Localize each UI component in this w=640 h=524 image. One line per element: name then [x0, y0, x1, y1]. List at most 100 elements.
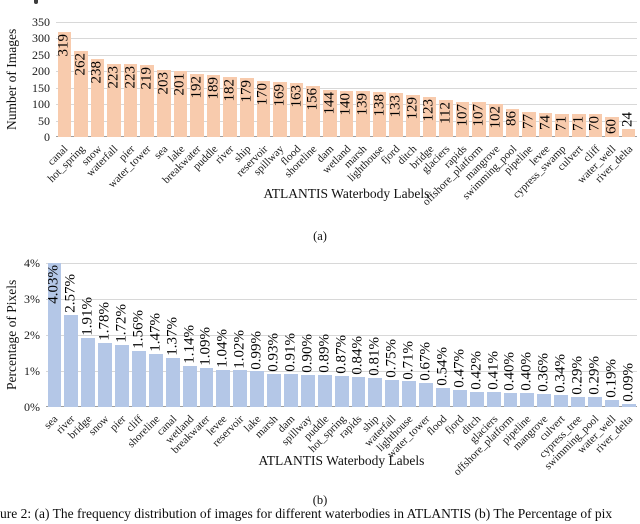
- bar-value-label: 0.91%: [282, 333, 299, 373]
- bar-marsh: 0.93%: [266, 333, 282, 407]
- bar-value-label: 0.19%: [603, 359, 620, 399]
- bar-reservoir: 1.02%: [232, 330, 248, 407]
- bar-spillway: 0.90%: [299, 334, 315, 407]
- bar-wetland: 140: [338, 91, 354, 137]
- figure-caption: ure 2: (a) The frequency distribution of…: [0, 506, 613, 521]
- bar-value-label: 0.47%: [451, 349, 468, 389]
- panel-b-chart: Percentage of Pixels ATLANTIS Waterbody …: [0, 250, 640, 507]
- gridline: [56, 54, 637, 56]
- bar-value-label: 219: [138, 67, 155, 90]
- y-tick-label: 100: [32, 97, 50, 112]
- bar-value-label: 1.91%: [79, 297, 96, 337]
- bar-flood: 0.54%: [434, 347, 450, 407]
- bar-pier: 223: [122, 63, 138, 137]
- bar-mangrove: 0.36%: [536, 353, 552, 407]
- bar-ship: 179: [238, 78, 254, 137]
- bar-value-label: 102: [487, 105, 504, 129]
- bar-pier: 1.72%: [114, 304, 130, 407]
- bar-value-label: 71: [553, 115, 570, 131]
- bar-shoreline: 156: [304, 85, 321, 137]
- bar-value-label: 138: [371, 93, 388, 117]
- bar-dam: 144: [321, 89, 337, 137]
- bar-waterfall: 223: [106, 63, 122, 137]
- bar-puddle: 0.89%: [316, 334, 332, 407]
- bar-value-label: 1.72%: [113, 304, 130, 344]
- y-tick-label: 1%: [24, 364, 40, 378]
- bar-water_tower: 219: [138, 65, 155, 137]
- panel-b-label: (b): [312, 493, 328, 507]
- bar-value-label: 0.93%: [265, 332, 282, 372]
- bar-value-label: 262: [72, 52, 89, 76]
- bar-reservoir: 170: [254, 81, 271, 137]
- bar-value-label: 0.99%: [248, 330, 265, 370]
- bar-rapids: 0.84%: [350, 336, 366, 407]
- gridline: [46, 335, 637, 336]
- bar-value-label: 24: [619, 112, 636, 128]
- bar-dam: 0.91%: [282, 333, 298, 407]
- bar-water_well: 0.19%: [603, 359, 619, 407]
- x-category-labels: sea river bridge snow pier cliff shoreline cana…: [42, 409, 637, 484]
- bar-shoreline: 1.47%: [147, 313, 163, 407]
- bar-value-label: 0.29%: [586, 355, 603, 395]
- bars-group: 4.03% 2.57% 1.91% 1.78% 1.72% 1.56% 1.47% 1.37%…: [46, 263, 637, 407]
- bar-bridge: 123: [421, 96, 437, 137]
- bar-lighthouse: 0.71%: [401, 341, 417, 407]
- bar-breakwater: 192: [188, 73, 205, 137]
- bar-value-label: 1.56%: [130, 310, 147, 349]
- bar-river: 182: [221, 77, 238, 137]
- bar-value-label: 1.02%: [231, 329, 248, 369]
- bar-swimming_pool: 0.29%: [586, 356, 602, 407]
- bar-levee: 1.04%: [215, 329, 231, 407]
- bar-value-label: 156: [304, 87, 321, 111]
- bar-value-label: 169: [271, 83, 288, 107]
- bar-river_delta: 0.09%: [620, 363, 636, 407]
- bar-value-label: 1.14%: [181, 325, 198, 364]
- bar-lighthouse: 138: [371, 91, 388, 137]
- bar-value-label: 0.90%: [299, 333, 316, 373]
- bar-value-label: 77: [520, 113, 537, 129]
- bar-water_tower: 0.67%: [418, 342, 434, 407]
- bar-marsh: 139: [354, 91, 371, 137]
- bar-value-label: 70: [586, 116, 603, 131]
- bar-cliff: 1.56%: [130, 310, 146, 407]
- bar-value-label: 1.09%: [197, 327, 214, 366]
- bar-value-label: 139: [354, 93, 371, 116]
- x-category-labels: canal hot_spring snow waterfall pier water_to…: [45, 139, 637, 214]
- gridline: [46, 299, 637, 300]
- bar-river: 2.57%: [63, 274, 79, 407]
- y-tick-label: 250: [32, 47, 50, 62]
- bar-cypress_tree: 0.29%: [570, 356, 586, 407]
- y-tick-label: 50: [38, 113, 50, 128]
- bar-value-label: 319: [55, 34, 72, 57]
- bar-pipeline: 77: [520, 111, 537, 137]
- bar-waterfall: 0.75%: [384, 339, 400, 407]
- bar-value-label: 0.34%: [552, 354, 569, 393]
- bar-snow: 1.78%: [97, 302, 113, 407]
- bar-mangrove: 102: [487, 103, 504, 137]
- bar-sea: 4.03%: [46, 263, 62, 407]
- bar-value-label: 0.67%: [417, 342, 434, 381]
- bar-value-label: 182: [221, 79, 238, 102]
- bar-value-label: 2.57%: [62, 273, 79, 313]
- bar-wetland: 1.14%: [181, 325, 197, 407]
- bar-value-label: 0.71%: [400, 340, 417, 380]
- gridline: [46, 371, 637, 372]
- plot-area: 319 262 238 223 223 219 203 201 192 189 182 179 170 1…: [56, 22, 637, 137]
- y-tick-label: 2%: [24, 328, 40, 342]
- bar-rapids: 107: [454, 101, 470, 137]
- bar-value-label: 170: [254, 83, 271, 106]
- bar-glaciers: 0.41%: [485, 351, 501, 407]
- bar-lake: 0.99%: [249, 331, 265, 407]
- bar-value-label: 0.42%: [468, 351, 485, 390]
- bar-value-label: 203: [155, 72, 172, 95]
- gridline: [56, 71, 637, 73]
- bar-canal: 319: [55, 32, 72, 137]
- bar-value-label: 0.89%: [316, 334, 333, 373]
- gridline: [56, 38, 637, 40]
- bar-value-label: 71: [570, 115, 587, 131]
- gridline: [56, 87, 637, 89]
- bar-value-label: 192: [188, 75, 205, 99]
- bar-fjord: 0.47%: [451, 349, 467, 407]
- bar-bridge: 1.91%: [80, 297, 96, 407]
